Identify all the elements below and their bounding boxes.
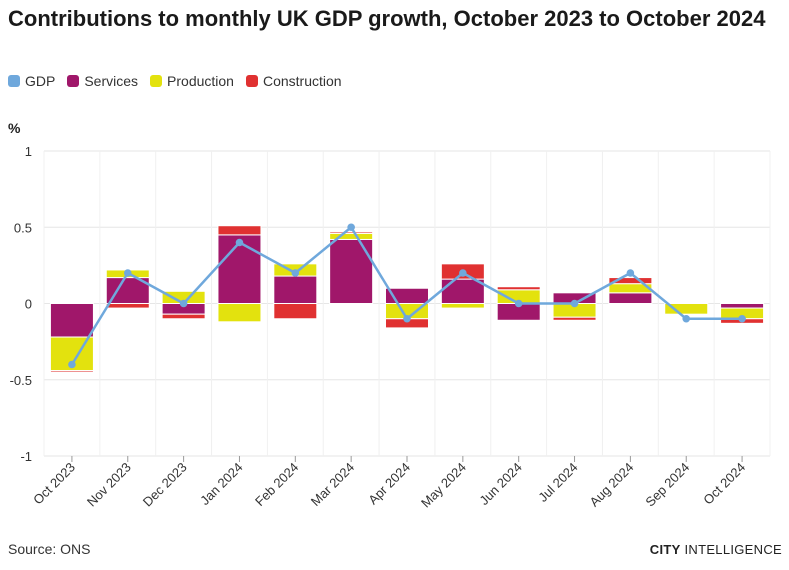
gdp-point-7 [459,269,467,277]
legend-item-gdp[interactable]: GDP [8,73,55,89]
bar-construction-3 [217,225,262,236]
bar-services-5 [329,238,374,304]
legend-item-construction[interactable]: Construction [245,73,342,89]
y-tick-label: -1 [20,449,32,464]
x-tick-label: Jan 2024 [197,460,245,508]
bar-construction-5 [329,231,374,234]
bar-construction-8 [496,286,541,291]
bar-services-0 [49,303,94,338]
x-tick-label: Sep 2024 [642,460,692,510]
x-tick-label: Aug 2024 [587,460,637,510]
legend-swatch-services [67,75,80,87]
x-tick-label: Jul 2024 [535,460,580,505]
legend-label-services: Services [84,73,139,89]
bar-construction-1 [105,303,150,309]
bar-services-7 [440,278,485,305]
gdp-point-2 [179,299,188,308]
gdp-point-11 [682,314,691,323]
gdp-point-4 [291,269,300,277]
x-tick-label: Oct 2024 [700,460,748,508]
bar-construction-4 [273,303,318,320]
y-axis-unit: % [8,120,21,136]
legend-item-services[interactable]: Services [67,73,138,89]
y-tick-label: 0.5 [14,220,32,235]
y-tick-label: 0 [25,297,32,312]
x-tick-label: Oct 2023 [30,460,78,508]
legend-label-production: Production [167,73,234,89]
gdp-point-10 [626,269,635,277]
bar-production-11 [664,303,709,315]
bar-construction-9 [552,316,597,321]
x-tick-label: May 2024 [418,460,469,511]
gdp-point-0 [68,360,76,369]
bar-construction-2 [161,313,206,320]
source-note: Source: ONS [8,541,91,557]
legend: GDP Services Production Construction [8,73,342,89]
x-tick-label: Apr 2024 [365,460,413,508]
bar-services-4 [273,275,318,304]
x-tick-label: Feb 2024 [252,460,301,509]
x-tick-label: Dec 2023 [140,460,190,510]
gdp-point-12 [738,314,746,323]
gdp-point-9 [570,299,579,308]
bar-services-3 [217,234,262,304]
brand-bold: CITY [649,542,681,557]
legend-swatch-production [150,75,163,87]
bar-services-12 [720,303,765,309]
x-tick-label: Jun 2024 [476,460,524,508]
x-tick-label: Mar 2024 [308,460,357,509]
legend-label-construction: Construction [262,73,342,89]
bar-services-10 [608,292,653,305]
gdp-point-5 [347,223,355,232]
gdp-point-1 [123,269,132,277]
legend-item-production[interactable]: Production [150,73,234,89]
bar-production-7 [440,303,485,309]
brand-logo: CITY INTELLIGENCE [650,542,782,557]
chart-title: Contributions to monthly UK GDP growth, … [8,6,766,31]
bar-construction-10 [608,277,653,285]
y-tick-label: -0.5 [10,373,32,388]
bar-production-3 [217,303,262,323]
bar-construction-0 [49,370,94,373]
gdp-point-8 [514,299,523,308]
y-tick-label: 1 [25,144,32,159]
legend-label-gdp: GDP [25,73,56,89]
gdp-point-6 [403,314,411,323]
legend-swatch-gdp [8,75,20,87]
gdp-point-3 [235,238,244,247]
brand-rest: INTELLIGENCE [680,542,782,557]
x-tick-label: Nov 2023 [84,460,134,510]
legend-swatch-construction [245,75,258,87]
